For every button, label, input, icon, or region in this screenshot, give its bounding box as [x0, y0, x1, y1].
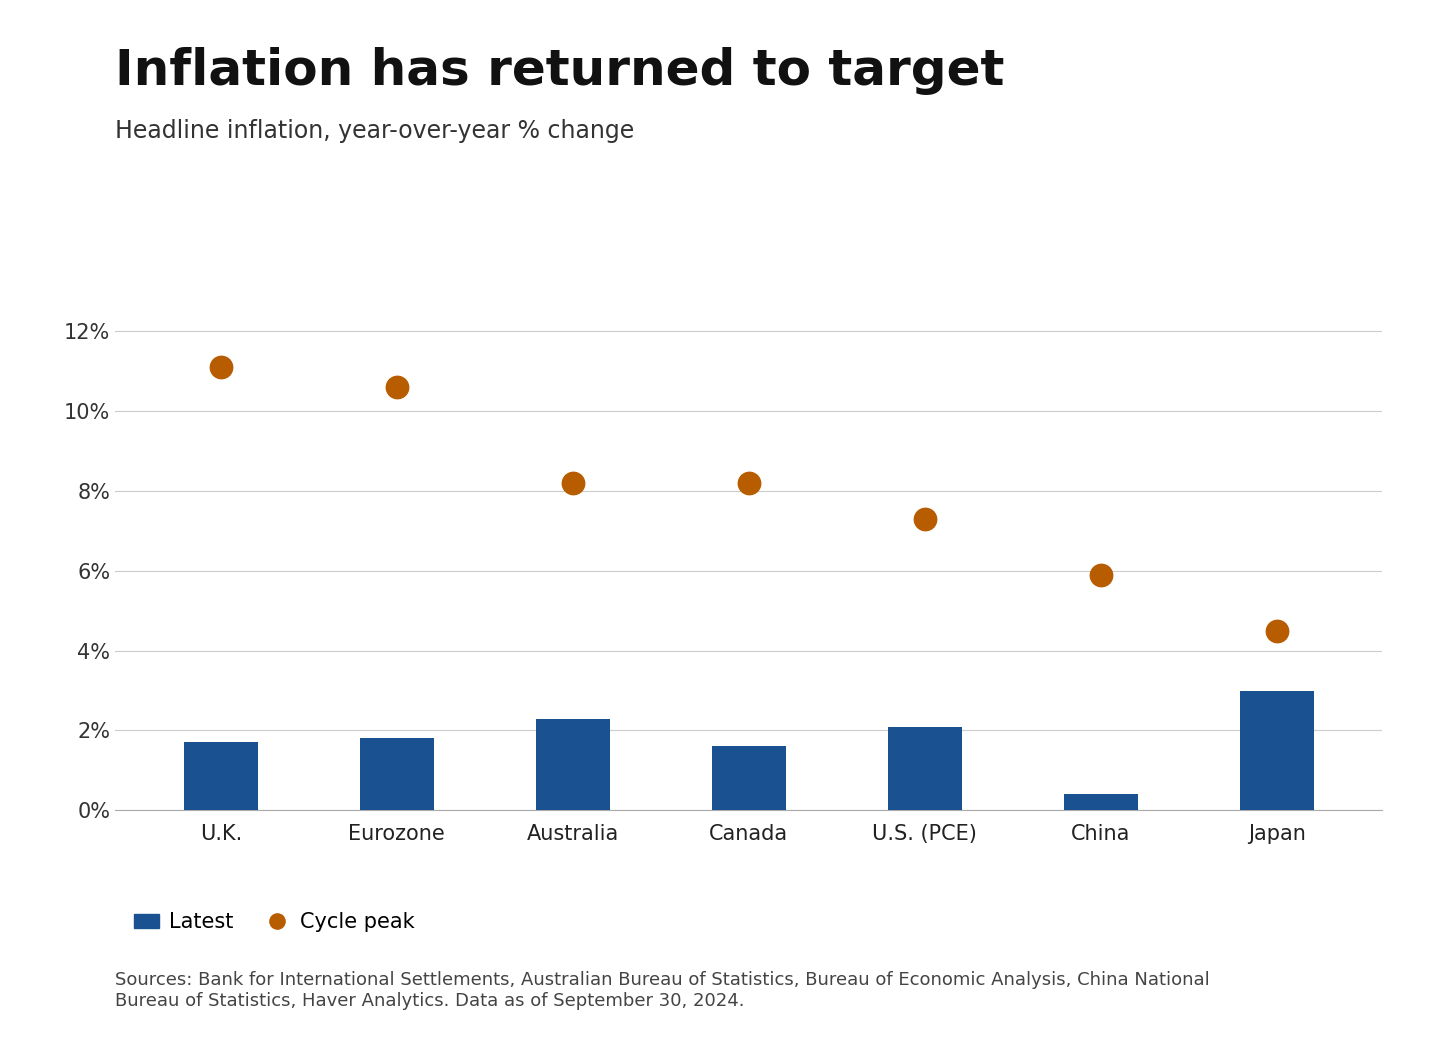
- Legend: Latest, Cycle peak: Latest, Cycle peak: [125, 904, 423, 940]
- Text: Inflation has returned to target: Inflation has returned to target: [115, 47, 1005, 95]
- Text: Headline inflation, year-over-year % change: Headline inflation, year-over-year % cha…: [115, 119, 635, 143]
- Point: [913, 510, 936, 527]
- Point: [209, 358, 232, 375]
- Point: [737, 475, 760, 491]
- Bar: [888, 726, 962, 810]
- Bar: [536, 719, 609, 810]
- Point: [1089, 566, 1112, 583]
- Point: [562, 475, 585, 491]
- Point: [1266, 622, 1289, 639]
- Text: Sources: Bank for International Settlements, Australian Bureau of Statistics, Bu: Sources: Bank for International Settleme…: [115, 971, 1210, 1010]
- Bar: [184, 743, 258, 810]
- Bar: [711, 746, 786, 810]
- Point: [386, 378, 409, 395]
- Bar: [1064, 795, 1138, 810]
- Bar: [1240, 691, 1313, 810]
- Bar: [360, 739, 433, 810]
